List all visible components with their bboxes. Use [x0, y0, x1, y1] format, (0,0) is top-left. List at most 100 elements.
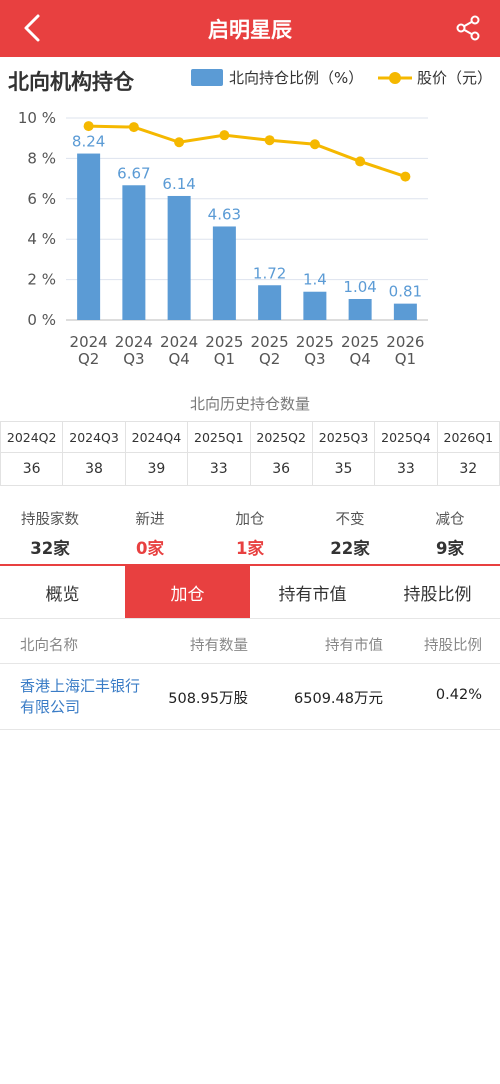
history-count: 33: [187, 452, 251, 486]
y-tick-label: 6 %: [27, 190, 56, 208]
bar-data-label: 6.14: [162, 175, 195, 193]
x-tick-label: Q1: [395, 350, 416, 368]
header-pct: 持股比例: [424, 638, 482, 654]
stat-label: 加仓: [235, 512, 265, 528]
history-quarter: 2024Q4: [124, 421, 189, 453]
institution-name[interactable]: 香港上海汇丰银行有限公司: [20, 677, 141, 716]
stat-item: 新进 0家: [100, 508, 200, 560]
x-tick-label: Q3: [304, 350, 325, 368]
history-count: 33: [374, 452, 438, 486]
bar-data-label: 1.72: [253, 264, 286, 282]
stat-value: 1家: [236, 539, 264, 558]
history-quarter: 2025Q2: [249, 421, 313, 453]
holding-pct: 0.42%: [435, 687, 482, 703]
y-tick-label: 10 %: [18, 109, 56, 127]
stats-row: 持股家数 32家 新进 0家 加仓 1家 不变 22家 减仓 9家: [0, 508, 500, 560]
price-line: [88, 124, 406, 179]
history-quarter: 2024Q3: [62, 421, 126, 453]
stat-value: 32家: [30, 539, 70, 558]
bar: [303, 291, 327, 320]
price-point: [400, 171, 411, 182]
history-quarter: 2025Q3: [311, 421, 376, 453]
stat-item: 加仓 1家: [200, 508, 300, 560]
bar-data-label: 8.24: [72, 133, 105, 151]
y-tick-label: 0 %: [27, 311, 56, 329]
header-name: 北向名称: [20, 638, 78, 654]
page-title: 启明星辰: [208, 18, 292, 42]
bar: [77, 153, 101, 320]
bar: [212, 226, 236, 320]
bar: [393, 303, 417, 320]
x-tick-label: Q2: [259, 350, 280, 368]
price-point: [174, 137, 185, 148]
history-quarter: 2025Q4: [374, 421, 438, 453]
chart-title: 北向机构持仓: [8, 70, 134, 94]
x-tick-label: Q4: [349, 350, 370, 368]
x-tick-label: 2025: [251, 333, 289, 351]
bar: [348, 298, 372, 320]
x-tick-label: 2024: [160, 333, 198, 351]
tab-1[interactable]: 加仓: [125, 566, 250, 618]
price-point: [355, 156, 366, 167]
y-tick-label: 4 %: [27, 230, 56, 248]
bar: [122, 185, 146, 320]
history-quarter: 2024Q2: [0, 421, 64, 453]
holding-qty: 508.95万股: [168, 691, 248, 707]
bar: [258, 285, 282, 320]
chevron-left-icon[interactable]: [18, 12, 50, 44]
x-tick-label: 2025: [296, 333, 334, 351]
history-caption: 北向历史持仓数量: [189, 395, 310, 413]
legend-line-label: 股价（元）: [417, 69, 493, 87]
history-count: 39: [124, 452, 189, 486]
list-header: 北向名称 持有数量 持有市值 持股比例: [0, 620, 500, 664]
price-point: [83, 121, 94, 132]
bar-data-label: 4.63: [208, 205, 241, 223]
history-count: 32: [436, 452, 500, 486]
holding-ratio-chart: 0 % 2 % 4 % 6 % 8 % 10 % 8.24 6.67 6.14 4.63 1.72 1…: [18, 109, 428, 368]
stat-label: 持股家数: [21, 512, 79, 528]
price-point: [219, 130, 230, 141]
tab-2[interactable]: 持有市值: [278, 584, 347, 605]
share-icon[interactable]: [454, 14, 482, 42]
history-count: 36: [0, 452, 64, 486]
y-tick-label: 8 %: [27, 149, 56, 167]
legend-line-swatch: [378, 72, 412, 84]
legend-bar-swatch: [191, 69, 223, 86]
x-tick-label: Q4: [168, 350, 189, 368]
stat-item: 持股家数 32家: [0, 508, 100, 560]
chart-header: 北向机构持仓 北向持仓比例（%） 股价（元）: [0, 57, 500, 102]
history-count: 38: [62, 452, 126, 486]
tab-3[interactable]: 持股比例: [403, 584, 472, 605]
x-tick-label: 2024: [115, 333, 153, 351]
x-tick-label: Q2: [78, 350, 99, 368]
stat-label: 不变: [335, 512, 365, 528]
stat-item: 减仓 9家: [400, 508, 500, 560]
app-header: 启明星辰: [0, 0, 500, 57]
x-tick-label: Q1: [214, 350, 235, 368]
y-tick-label: 2 %: [27, 271, 56, 289]
history-quarter: 2026Q1: [436, 421, 500, 453]
price-point: [264, 135, 275, 146]
bar: [167, 195, 191, 320]
table-row[interactable]: 香港上海汇丰银行有限公司 508.95万股 6509.48万元 0.42%: [0, 664, 500, 730]
tab-bar: 概览 加仓 持有市值 持股比例: [0, 564, 500, 619]
x-tick-label: Q3: [123, 350, 144, 368]
holding-value: 6509.48万元: [294, 691, 383, 707]
price-point: [128, 122, 139, 133]
history-table: 2024Q2 2024Q3 2024Q4 2025Q1 2025Q2 2025Q3 2025…: [0, 421, 500, 486]
stat-value: 22家: [330, 539, 370, 558]
x-tick-label: 2025: [205, 333, 243, 351]
legend-bar-label: 北向持仓比例（%）: [229, 69, 364, 87]
history-quarter: 2025Q1: [187, 421, 251, 453]
bar-data-label: 1.4: [303, 271, 327, 289]
bar-data-label: 1.04: [343, 278, 376, 296]
tab-0[interactable]: 概览: [45, 584, 80, 605]
stat-value: 0家: [136, 539, 164, 558]
stat-label: 新进: [135, 512, 165, 528]
header-qty: 持有数量: [190, 638, 248, 654]
x-tick-label: 2025: [341, 333, 379, 351]
bar-data-label: 6.67: [117, 164, 150, 182]
history-count: 36: [249, 452, 313, 486]
stat-item: 不变 22家: [300, 508, 400, 560]
stat-value: 9家: [436, 539, 464, 558]
